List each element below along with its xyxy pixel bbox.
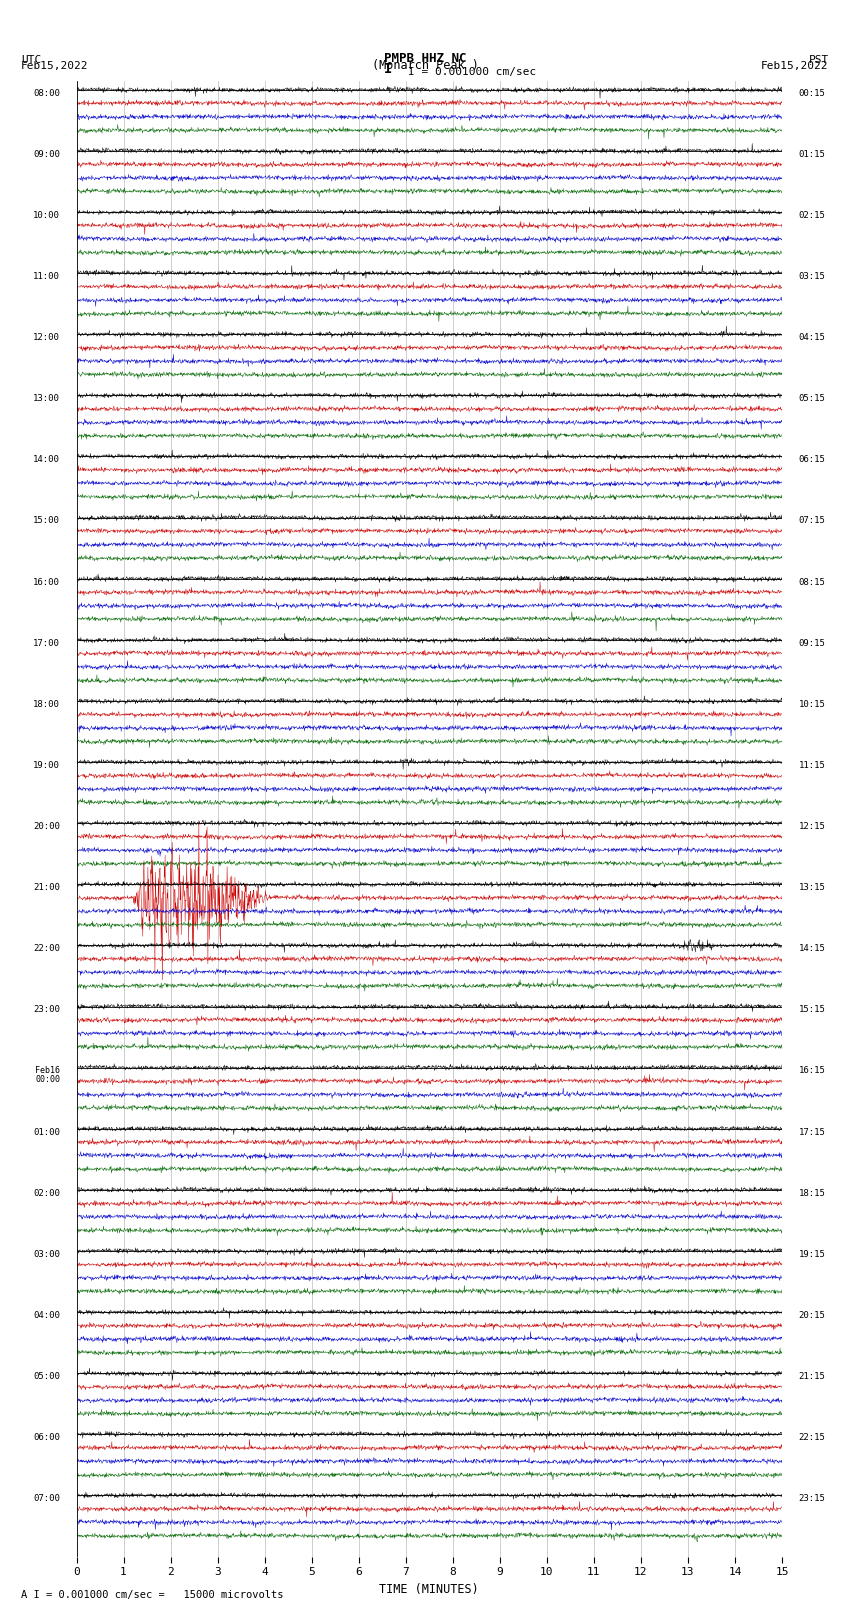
Text: 00:00: 00:00	[35, 1074, 60, 1084]
Text: 17:15: 17:15	[798, 1127, 825, 1137]
Text: 02:00: 02:00	[33, 1189, 60, 1197]
Text: A I = 0.001000 cm/sec =   15000 microvolts: A I = 0.001000 cm/sec = 15000 microvolts	[21, 1590, 284, 1600]
Text: 04:00: 04:00	[33, 1311, 60, 1319]
Text: 23:00: 23:00	[33, 1005, 60, 1015]
Text: 02:15: 02:15	[798, 211, 825, 219]
Text: 01:00: 01:00	[33, 1127, 60, 1137]
Text: 16:00: 16:00	[33, 577, 60, 587]
Text: 13:00: 13:00	[33, 394, 60, 403]
Text: 12:15: 12:15	[798, 823, 825, 831]
Text: 22:00: 22:00	[33, 944, 60, 953]
Text: Feb16: Feb16	[35, 1066, 60, 1076]
Text: 15:00: 15:00	[33, 516, 60, 526]
Text: 06:15: 06:15	[798, 455, 825, 465]
Text: PST: PST	[808, 55, 829, 65]
X-axis label: TIME (MINUTES): TIME (MINUTES)	[379, 1582, 479, 1595]
Text: I = 0.001000 cm/sec: I = 0.001000 cm/sec	[408, 68, 536, 77]
Text: 22:15: 22:15	[798, 1432, 825, 1442]
Text: 19:15: 19:15	[798, 1250, 825, 1258]
Text: 03:00: 03:00	[33, 1250, 60, 1258]
Text: I: I	[383, 63, 392, 76]
Text: Feb15,2022: Feb15,2022	[762, 61, 829, 71]
Text: 10:15: 10:15	[798, 700, 825, 708]
Text: 08:00: 08:00	[33, 89, 60, 98]
Text: PMPB HHZ NC: PMPB HHZ NC	[383, 52, 467, 65]
Text: 08:15: 08:15	[798, 577, 825, 587]
Text: 00:15: 00:15	[798, 89, 825, 98]
Text: 17:00: 17:00	[33, 639, 60, 647]
Text: 20:00: 20:00	[33, 823, 60, 831]
Text: 04:15: 04:15	[798, 332, 825, 342]
Text: 21:00: 21:00	[33, 882, 60, 892]
Text: 09:15: 09:15	[798, 639, 825, 647]
Text: 01:15: 01:15	[798, 150, 825, 158]
Text: 18:00: 18:00	[33, 700, 60, 708]
Text: 13:15: 13:15	[798, 882, 825, 892]
Text: 09:00: 09:00	[33, 150, 60, 158]
Text: 14:15: 14:15	[798, 944, 825, 953]
Text: 16:15: 16:15	[798, 1066, 825, 1076]
Text: 20:15: 20:15	[798, 1311, 825, 1319]
Text: 05:00: 05:00	[33, 1373, 60, 1381]
Text: 18:15: 18:15	[798, 1189, 825, 1197]
Text: Feb15,2022: Feb15,2022	[21, 61, 88, 71]
Text: 11:00: 11:00	[33, 273, 60, 281]
Text: 12:00: 12:00	[33, 332, 60, 342]
Text: 15:15: 15:15	[798, 1005, 825, 1015]
Text: 07:00: 07:00	[33, 1494, 60, 1503]
Text: 14:00: 14:00	[33, 455, 60, 465]
Text: 23:15: 23:15	[798, 1494, 825, 1503]
Text: (Monarch Peak ): (Monarch Peak )	[371, 58, 479, 71]
Text: 21:15: 21:15	[798, 1373, 825, 1381]
Text: 11:15: 11:15	[798, 761, 825, 769]
Text: 10:00: 10:00	[33, 211, 60, 219]
Text: UTC: UTC	[21, 55, 42, 65]
Text: 05:15: 05:15	[798, 394, 825, 403]
Text: 19:00: 19:00	[33, 761, 60, 769]
Text: 03:15: 03:15	[798, 273, 825, 281]
Text: 07:15: 07:15	[798, 516, 825, 526]
Text: 06:00: 06:00	[33, 1432, 60, 1442]
